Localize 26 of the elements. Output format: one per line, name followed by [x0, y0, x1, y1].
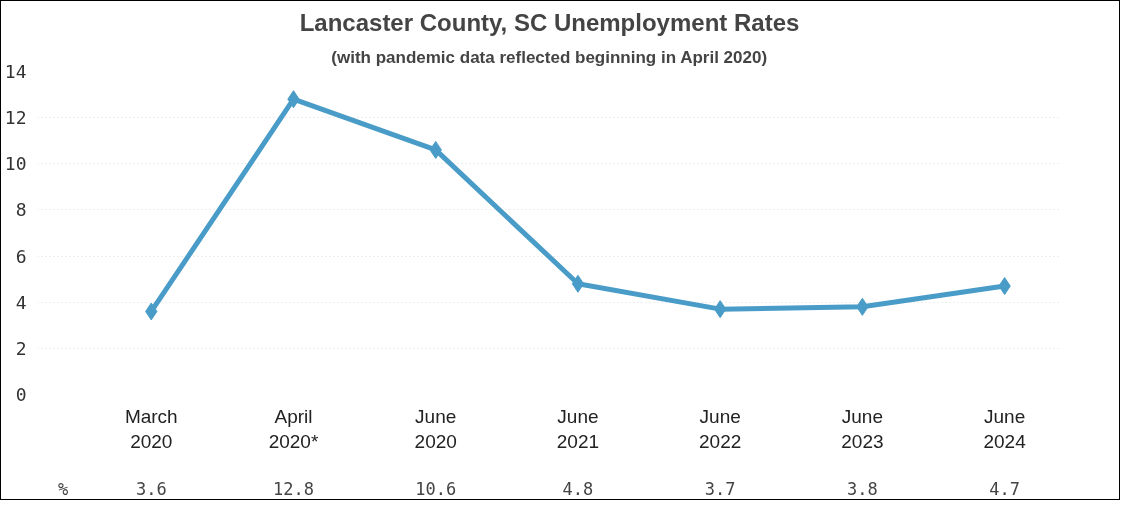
y-tick-label: 0 — [15, 384, 27, 405]
y-tick-label: 10 — [4, 153, 27, 175]
data-label: 4.8 — [562, 478, 594, 499]
data-label: 3.6 — [135, 478, 167, 499]
text: % — [57, 478, 69, 499]
y-tick-label: 4 — [15, 291, 27, 313]
x-tick-label: March 2020 — [124, 405, 178, 452]
x-tick-label: June 2020 — [414, 405, 457, 452]
data-label: 4.7 — [989, 478, 1020, 499]
x-tick-label: June 2024 — [983, 405, 1027, 452]
data-label: 10.6 — [415, 478, 457, 499]
y-tick-label: 2 — [15, 337, 27, 359]
point — [571, 274, 585, 293]
y-tick-label: 14 — [4, 61, 27, 82]
chart-title: Lancaster County, SC Unemployment Rates — [299, 8, 800, 36]
data-label: 12.8 — [273, 478, 314, 499]
y-tick-label: 6 — [15, 245, 27, 267]
x-tick-label: April 2020* — [268, 405, 319, 452]
x-tick-label: June 2021 — [556, 405, 600, 452]
x-tick-label: June 2023 — [841, 405, 884, 452]
y-tick-label: 12 — [4, 107, 27, 129]
y-tick-label: 8 — [15, 199, 27, 221]
chart-subtitle: (with pandemic data reflected beginning in April 2020) — [331, 47, 768, 67]
x-tick-label: June 2022 — [699, 405, 742, 452]
data-label: 3.8 — [847, 478, 878, 499]
data-label: 3.7 — [704, 478, 736, 499]
